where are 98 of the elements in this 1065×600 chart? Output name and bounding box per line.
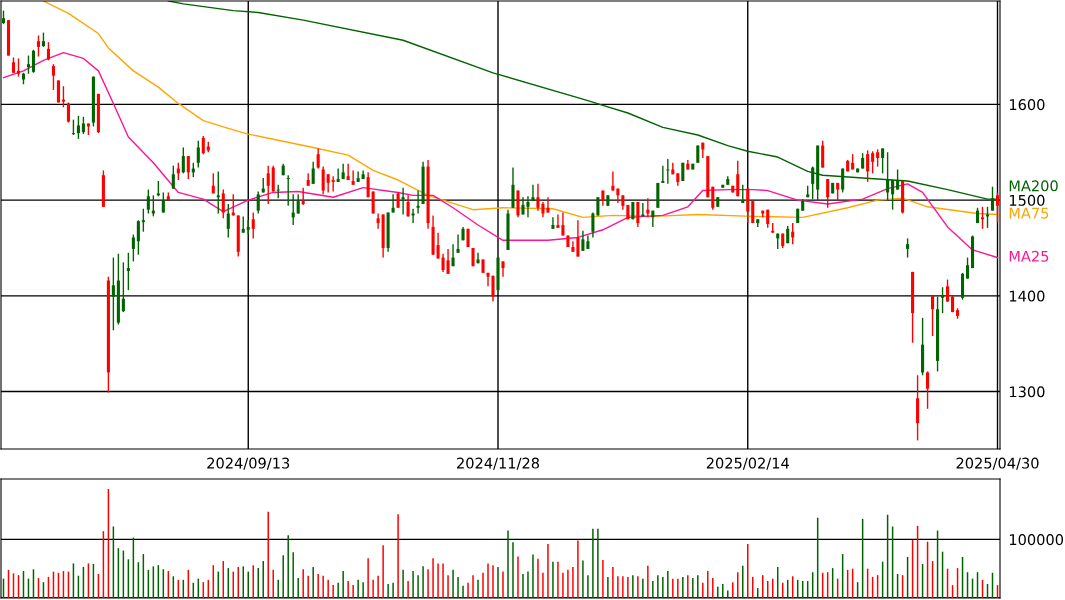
candlestick <box>641 202 645 218</box>
candlestick <box>561 211 565 237</box>
candlestick <box>591 211 595 239</box>
series-label: MA25 <box>1009 250 1049 262</box>
candlestick <box>66 101 70 124</box>
candlestick <box>141 208 145 233</box>
y-tick-label: 100000 <box>1009 534 1064 546</box>
candlestick <box>946 278 950 303</box>
y-tick-label: 1500 <box>1009 194 1045 206</box>
candlestick <box>221 188 225 219</box>
candlestick <box>346 163 350 181</box>
y-tick-label: 1600 <box>1009 99 1045 111</box>
candlestick <box>871 150 875 175</box>
candlestick <box>321 165 325 196</box>
line-series <box>42 1 999 219</box>
candlestick <box>46 41 50 62</box>
x-tick-label: 2024/11/28 <box>457 457 540 470</box>
candlestick <box>331 175 335 193</box>
candlestick <box>356 170 360 183</box>
candlestick <box>576 219 580 258</box>
candlestick <box>995 191 1000 223</box>
candlestick <box>26 54 31 75</box>
candlestick <box>216 170 220 215</box>
x-tick-label: 2025/02/14 <box>706 457 789 470</box>
candlestick <box>76 115 80 140</box>
candlestick <box>960 272 965 301</box>
candlestick <box>826 178 830 209</box>
candlestick <box>131 233 135 263</box>
candlestick <box>456 233 460 254</box>
candlestick <box>926 370 930 410</box>
candlestick <box>821 140 825 169</box>
candlestick <box>251 211 255 240</box>
candlestick <box>121 261 125 313</box>
candlestick <box>666 158 670 185</box>
candlestick <box>186 155 190 180</box>
candlestick <box>336 167 340 183</box>
candlestick <box>196 140 200 169</box>
candlestick <box>511 166 515 209</box>
candlestick <box>556 213 560 229</box>
candlestick <box>896 168 900 191</box>
candlestick <box>441 253 445 273</box>
candlestick <box>436 231 440 260</box>
candlestick <box>271 164 275 193</box>
candlestick <box>941 286 945 314</box>
candlestick <box>391 193 395 214</box>
candlestick <box>371 190 375 215</box>
candlestick <box>531 184 535 202</box>
x-tick-label: 2024/09/13 <box>207 457 290 470</box>
candlestick <box>111 256 115 331</box>
candlestick <box>401 186 405 216</box>
candlestick <box>126 252 130 291</box>
candlestick <box>146 188 150 215</box>
candlestick <box>965 256 970 280</box>
candlestick <box>226 203 230 239</box>
line-series <box>2 51 999 259</box>
candlestick <box>661 164 665 184</box>
candlestick <box>161 191 165 214</box>
candlestick <box>416 189 420 215</box>
candlestick <box>366 171 370 198</box>
candlestick <box>980 206 985 230</box>
candlestick <box>866 149 870 183</box>
candlestick <box>201 135 205 155</box>
candlestick <box>881 147 885 175</box>
candlestick <box>286 174 290 207</box>
candlestick <box>931 295 935 337</box>
candlestick <box>351 169 355 186</box>
candlestick <box>316 147 320 170</box>
candlestick <box>636 201 640 228</box>
candlestick <box>16 57 21 78</box>
candlestick <box>171 164 175 190</box>
candlestick <box>906 237 910 259</box>
y-tick-label: 1300 <box>1009 386 1045 398</box>
candlestick <box>446 248 450 275</box>
candlestick <box>581 230 585 252</box>
candlestick <box>51 63 55 91</box>
candlestick <box>266 164 270 205</box>
candlestick <box>985 206 990 229</box>
candlestick <box>61 85 65 108</box>
candlestick <box>746 187 750 224</box>
candlestick <box>181 146 185 175</box>
candlestick <box>151 194 155 218</box>
candlestick <box>741 184 745 204</box>
candlestick <box>136 219 140 256</box>
candlestick <box>311 161 315 185</box>
candlestick <box>256 190 260 215</box>
candlestick <box>36 34 41 58</box>
candlestick <box>646 197 650 219</box>
candlestick <box>611 170 615 192</box>
candlestick <box>736 160 740 197</box>
x-tick-label: 2025/04/30 <box>956 457 1039 470</box>
candlestick <box>31 49 36 74</box>
candlestick <box>296 193 300 215</box>
series-label: MA75 <box>1009 207 1049 219</box>
y-tick-label: 1400 <box>1009 290 1045 302</box>
series-label: MA200 <box>1009 180 1058 192</box>
candlestick <box>376 212 380 230</box>
candlestick <box>326 173 330 194</box>
candlestick <box>551 216 555 230</box>
